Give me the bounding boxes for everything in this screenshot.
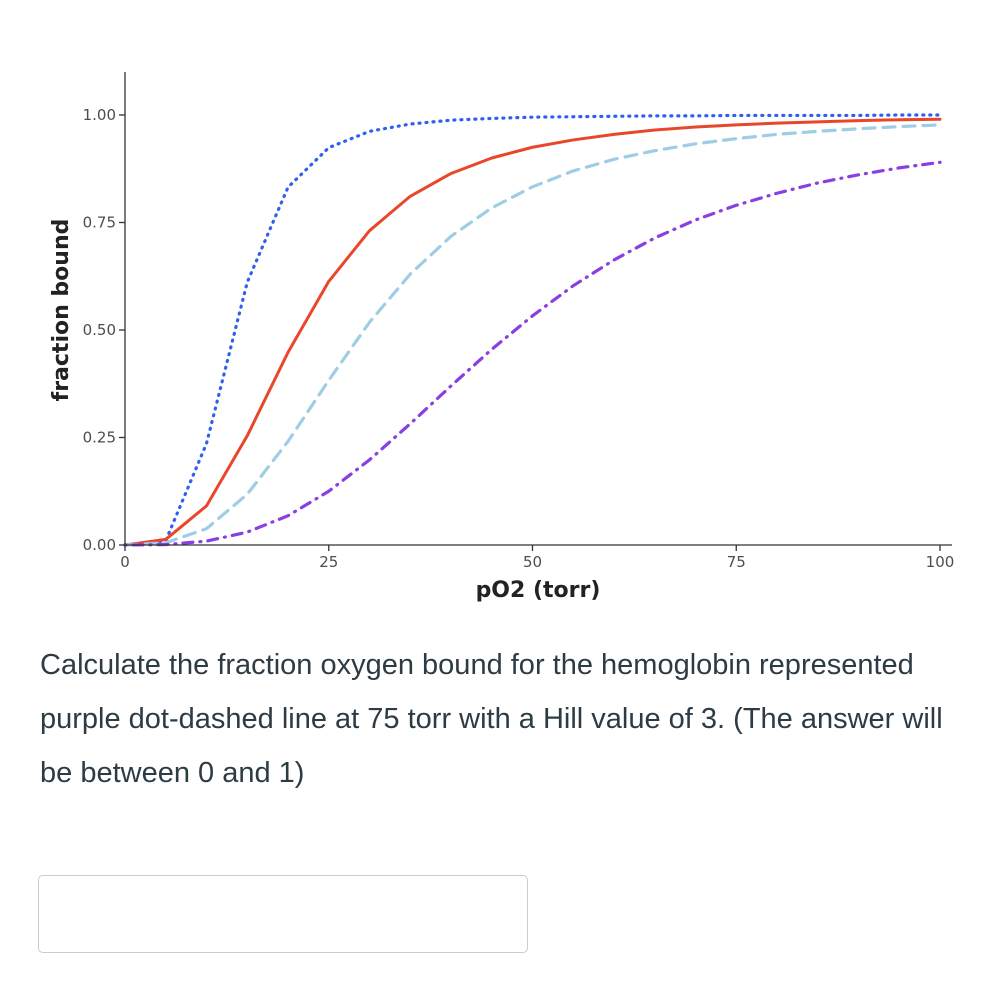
series-line-dashed xyxy=(123,123,942,547)
x-tick-label: 50 xyxy=(523,553,542,571)
answer-input[interactable] xyxy=(38,875,528,953)
ticks: 0 25 50 75 100 0.00 0.25 0.50 0.75 1.00 xyxy=(83,106,955,571)
x-tick-label: 75 xyxy=(727,553,746,571)
y-tick-label: 0.00 xyxy=(83,536,116,554)
x-axis-title: pO2 (torr) xyxy=(476,578,601,603)
y-tick-label: 0.25 xyxy=(83,429,116,447)
oxygen-binding-chart: 0 25 50 75 100 0.00 0.25 0.50 0.75 1.00 pO2 (torr… xyxy=(49,72,955,603)
x-tick-label: 25 xyxy=(319,553,338,571)
x-tick-label: 0 xyxy=(120,553,130,571)
y-tick-label: 1.00 xyxy=(83,106,116,124)
y-tick-label: 0.50 xyxy=(83,321,116,339)
question-text: Calculate the fraction oxygen bound for … xyxy=(40,649,943,789)
plot-lines xyxy=(123,113,942,547)
y-axis-title: fraction bound xyxy=(49,219,74,402)
x-tick-label: 100 xyxy=(926,553,955,571)
y-tick-label: 0.75 xyxy=(83,214,116,232)
series-line-dotdash xyxy=(123,160,942,547)
axes xyxy=(124,72,952,546)
series-line-solid xyxy=(123,117,942,547)
series-line-dotted xyxy=(123,113,942,547)
